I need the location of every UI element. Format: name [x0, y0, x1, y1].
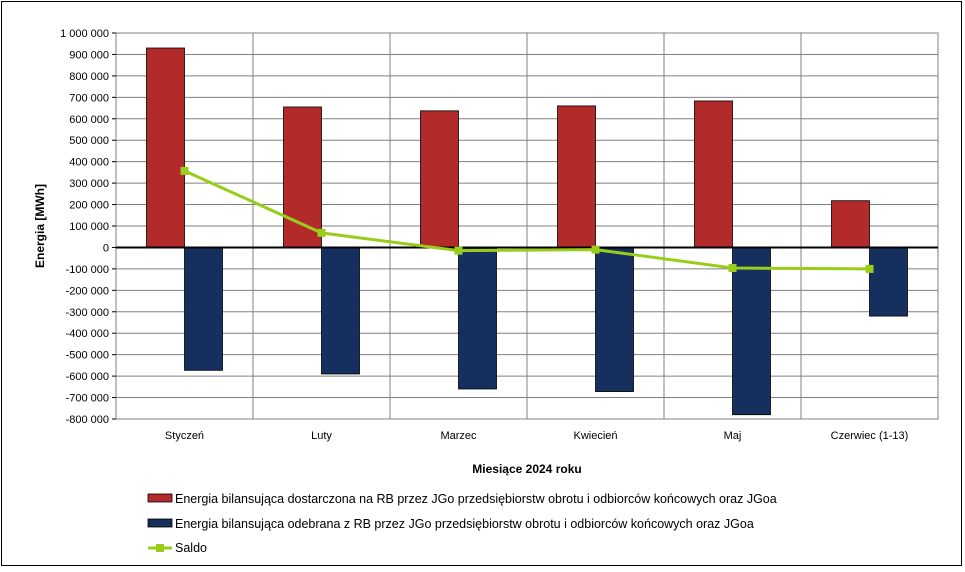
bar-received — [732, 247, 771, 416]
x-axis-ticks: Styczeń Luty Marzec Kwiecień Maj Czerwiec (1-… — [165, 430, 908, 442]
y-tick-label: 400 000 — [69, 157, 109, 169]
legend-swatch-marker — [156, 544, 164, 552]
bar-delivered — [831, 200, 870, 248]
bar-delivered — [146, 47, 185, 248]
bar-received — [321, 247, 360, 375]
y-tick-label: -800 000 — [66, 414, 109, 426]
y-tick-label: 600 000 — [69, 114, 109, 126]
saldo-point — [865, 264, 874, 273]
y-tick-label: 1 000 000 — [60, 28, 109, 40]
y-tick-label: -300 000 — [66, 307, 109, 319]
y-axis-title: Energia [MWh] — [33, 184, 47, 268]
x-tick-label: Maj — [724, 430, 742, 442]
x-tick-label: Marzec — [440, 430, 477, 442]
bar-received — [184, 247, 223, 371]
bar-delivered — [557, 105, 596, 248]
bar-delivered — [420, 110, 459, 248]
y-tick-label: 900 000 — [69, 49, 109, 61]
y-tick-label: 700 000 — [69, 92, 109, 104]
y-axis-ticks: 1 000 000 900 000 800 000 700 000 600 000 500… — [60, 28, 116, 426]
gridlines — [116, 33, 938, 419]
saldo-point — [591, 245, 600, 254]
saldo-point — [180, 166, 189, 175]
y-tick-label: 500 000 — [69, 135, 109, 147]
y-tick-label: 100 000 — [69, 221, 109, 233]
y-tick-label: 0 — [103, 242, 109, 254]
saldo-line — [183, 169, 870, 271]
x-tick-label: Luty — [311, 430, 332, 442]
y-tick-label: -600 000 — [66, 371, 109, 383]
saldo-point — [454, 246, 463, 255]
saldo-point — [728, 264, 737, 273]
x-axis-title: Miesiące 2024 roku — [472, 462, 581, 476]
saldo-line-series — [180, 166, 874, 273]
bar-delivered — [283, 106, 322, 248]
bar-received — [595, 247, 634, 392]
y-tick-label: 300 000 — [69, 178, 109, 190]
legend-swatch — [147, 493, 173, 503]
bar-delivered — [694, 100, 733, 248]
saldo-point — [317, 228, 326, 237]
bar-received — [458, 247, 497, 390]
legend-label: Energia bilansująca dostarczona na RB pr… — [175, 492, 777, 506]
x-tick-label: Styczeń — [165, 430, 204, 442]
y-tick-label: -200 000 — [66, 285, 109, 297]
y-tick-label: 200 000 — [69, 200, 109, 212]
x-tick-label: Kwiecień — [573, 430, 617, 442]
legend-label: Saldo — [175, 541, 207, 555]
y-tick-label: 800 000 — [69, 71, 109, 83]
legend: Energia bilansująca dostarczona na RB pr… — [147, 492, 777, 555]
x-tick-label: Czerwiec (1-13) — [831, 430, 909, 442]
legend-label: Energia bilansująca odebrana z RB przez … — [175, 517, 754, 531]
y-tick-label: -700 000 — [66, 393, 109, 405]
legend-swatch — [147, 518, 173, 528]
y-tick-label: -400 000 — [66, 328, 109, 340]
bar-received — [869, 247, 908, 317]
y-tick-label: -100 000 — [66, 264, 109, 276]
y-tick-label: -500 000 — [66, 350, 109, 362]
